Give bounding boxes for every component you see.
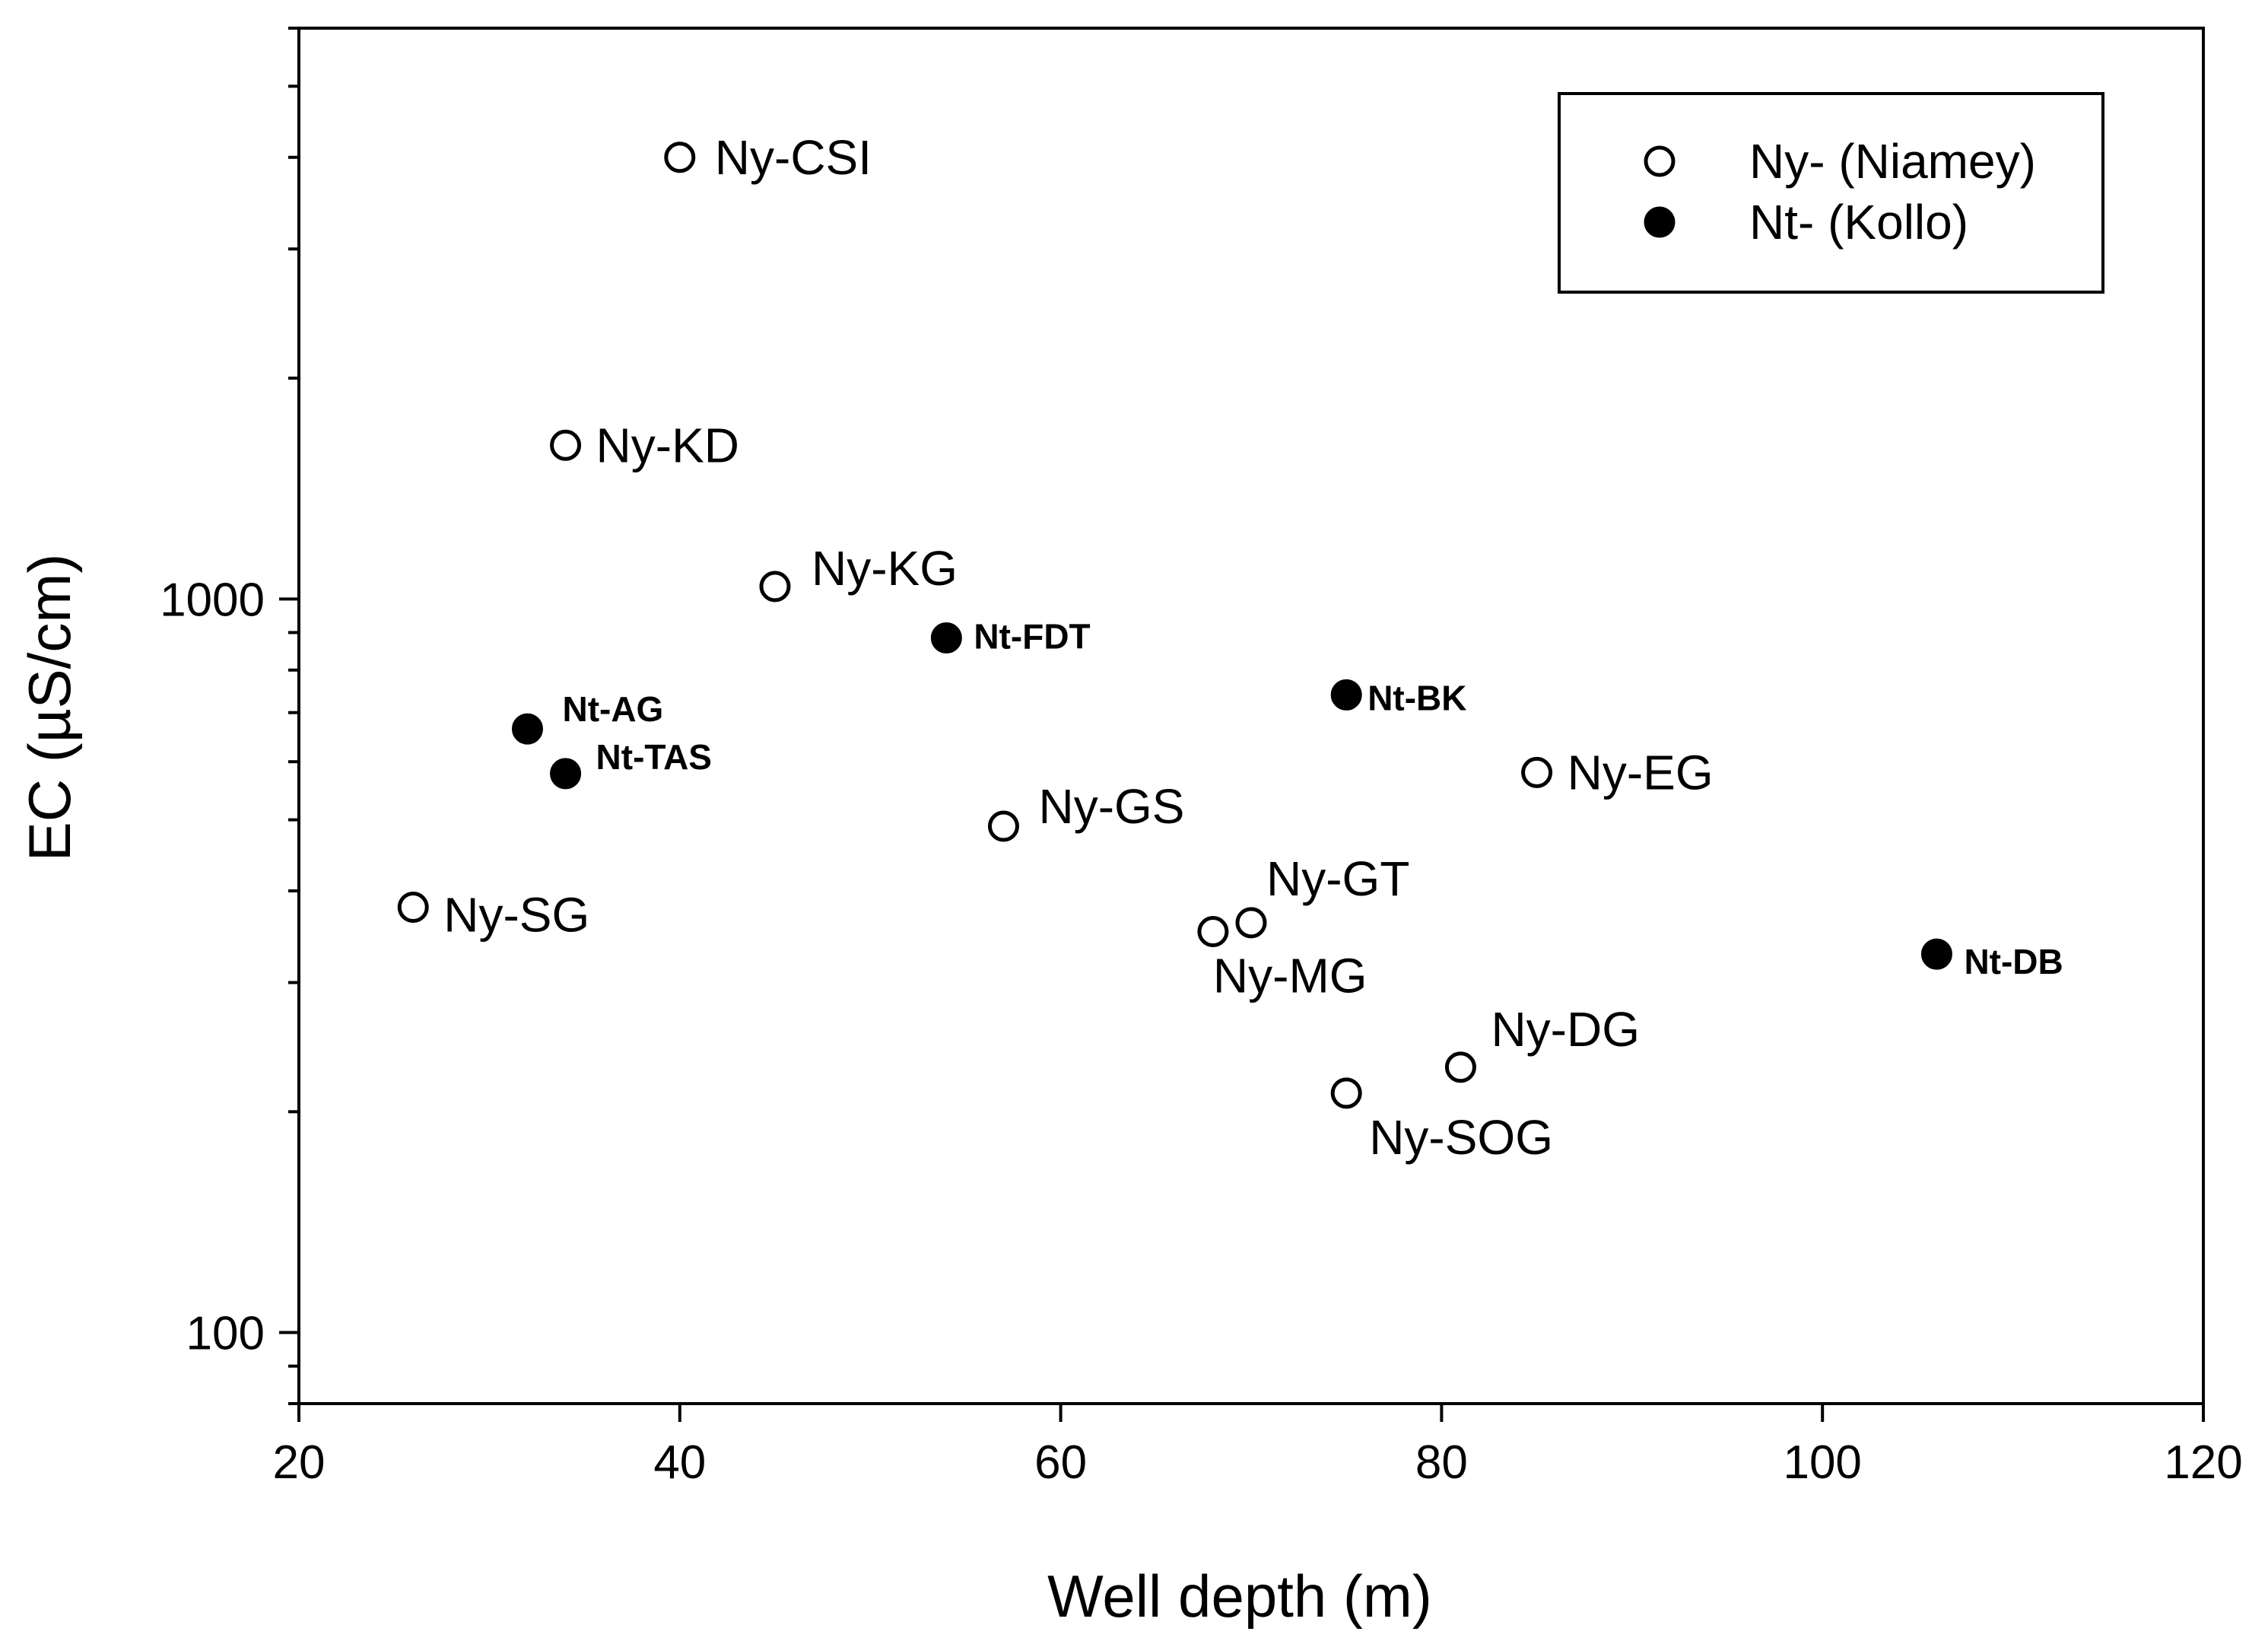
filled-point [550, 758, 582, 790]
point-label: Nt-AG [562, 689, 663, 729]
point-label: Nt-FDT [974, 616, 1090, 656]
open-point [1235, 907, 1267, 939]
filled-point [511, 713, 543, 745]
open-point [1444, 1051, 1476, 1083]
open-point [397, 892, 429, 924]
legend-box [1558, 92, 2104, 294]
point-labels: Ny-CSI Ny-KD Ny-KG Ny-GS Ny-EG Ny-SG Ny-GT Ny-M… [443, 130, 2063, 1165]
point-label: Nt-BK [1367, 678, 1466, 717]
point-label: Ny-KG [812, 541, 958, 596]
open-point [550, 429, 582, 461]
plot-area [297, 27, 2205, 1405]
point-label: Ny-SOG [1369, 1110, 1553, 1165]
y-tick-label: 100 [186, 1308, 265, 1360]
open-point [1197, 916, 1229, 948]
legend: Ny- (Niamey) Nt- (Kollo) [1558, 92, 2104, 294]
x-tick-label: 60 [1034, 1436, 1087, 1489]
point-label: Ny-SG [443, 888, 589, 943]
open-point [664, 142, 696, 173]
point-label: Ny-DG [1491, 1002, 1640, 1057]
open-point [987, 810, 1019, 842]
y-axis-title: EC (µS/cm) [16, 554, 83, 862]
point-label: Nt-DB [1964, 942, 2063, 981]
point-label: Ny-EG [1568, 745, 1714, 800]
x-tick-label: 20 [273, 1436, 326, 1489]
point-label: Ny-GT [1266, 851, 1409, 906]
filled-point [1920, 938, 1952, 970]
filled-point [930, 622, 962, 654]
legend-filled-marker [1644, 206, 1676, 238]
x-tick-label: 100 [1783, 1436, 1861, 1489]
filled-point [1330, 679, 1362, 711]
legend-entry: Ny- (Niamey) [1749, 134, 2036, 189]
point-label: Ny-CSI [715, 130, 872, 185]
legend-entry: Nt- (Kollo) [1749, 195, 1968, 250]
point-label: Ny-MG [1213, 949, 1367, 1003]
x-tick-label: 40 [653, 1436, 706, 1489]
plot-frame [297, 27, 2205, 1405]
open-point [1330, 1077, 1362, 1109]
point-label: Ny-KD [596, 418, 739, 472]
point-label: Ny-GS [1038, 779, 1184, 834]
point-label: Nt-TAS [596, 737, 712, 777]
y-tick-label: 1000 [160, 574, 265, 626]
open-point [1521, 756, 1553, 788]
axis-ticks: 20 40 60 80 100 120 100 1000 [160, 27, 2243, 1489]
open-point [759, 571, 791, 603]
legend-open-marker [1644, 145, 1676, 177]
x-axis-title: Well depth (m) [1047, 1563, 1432, 1630]
x-tick-label: 80 [1415, 1436, 1468, 1489]
x-tick-label: 120 [2164, 1436, 2242, 1489]
data-points [397, 142, 1952, 1109]
